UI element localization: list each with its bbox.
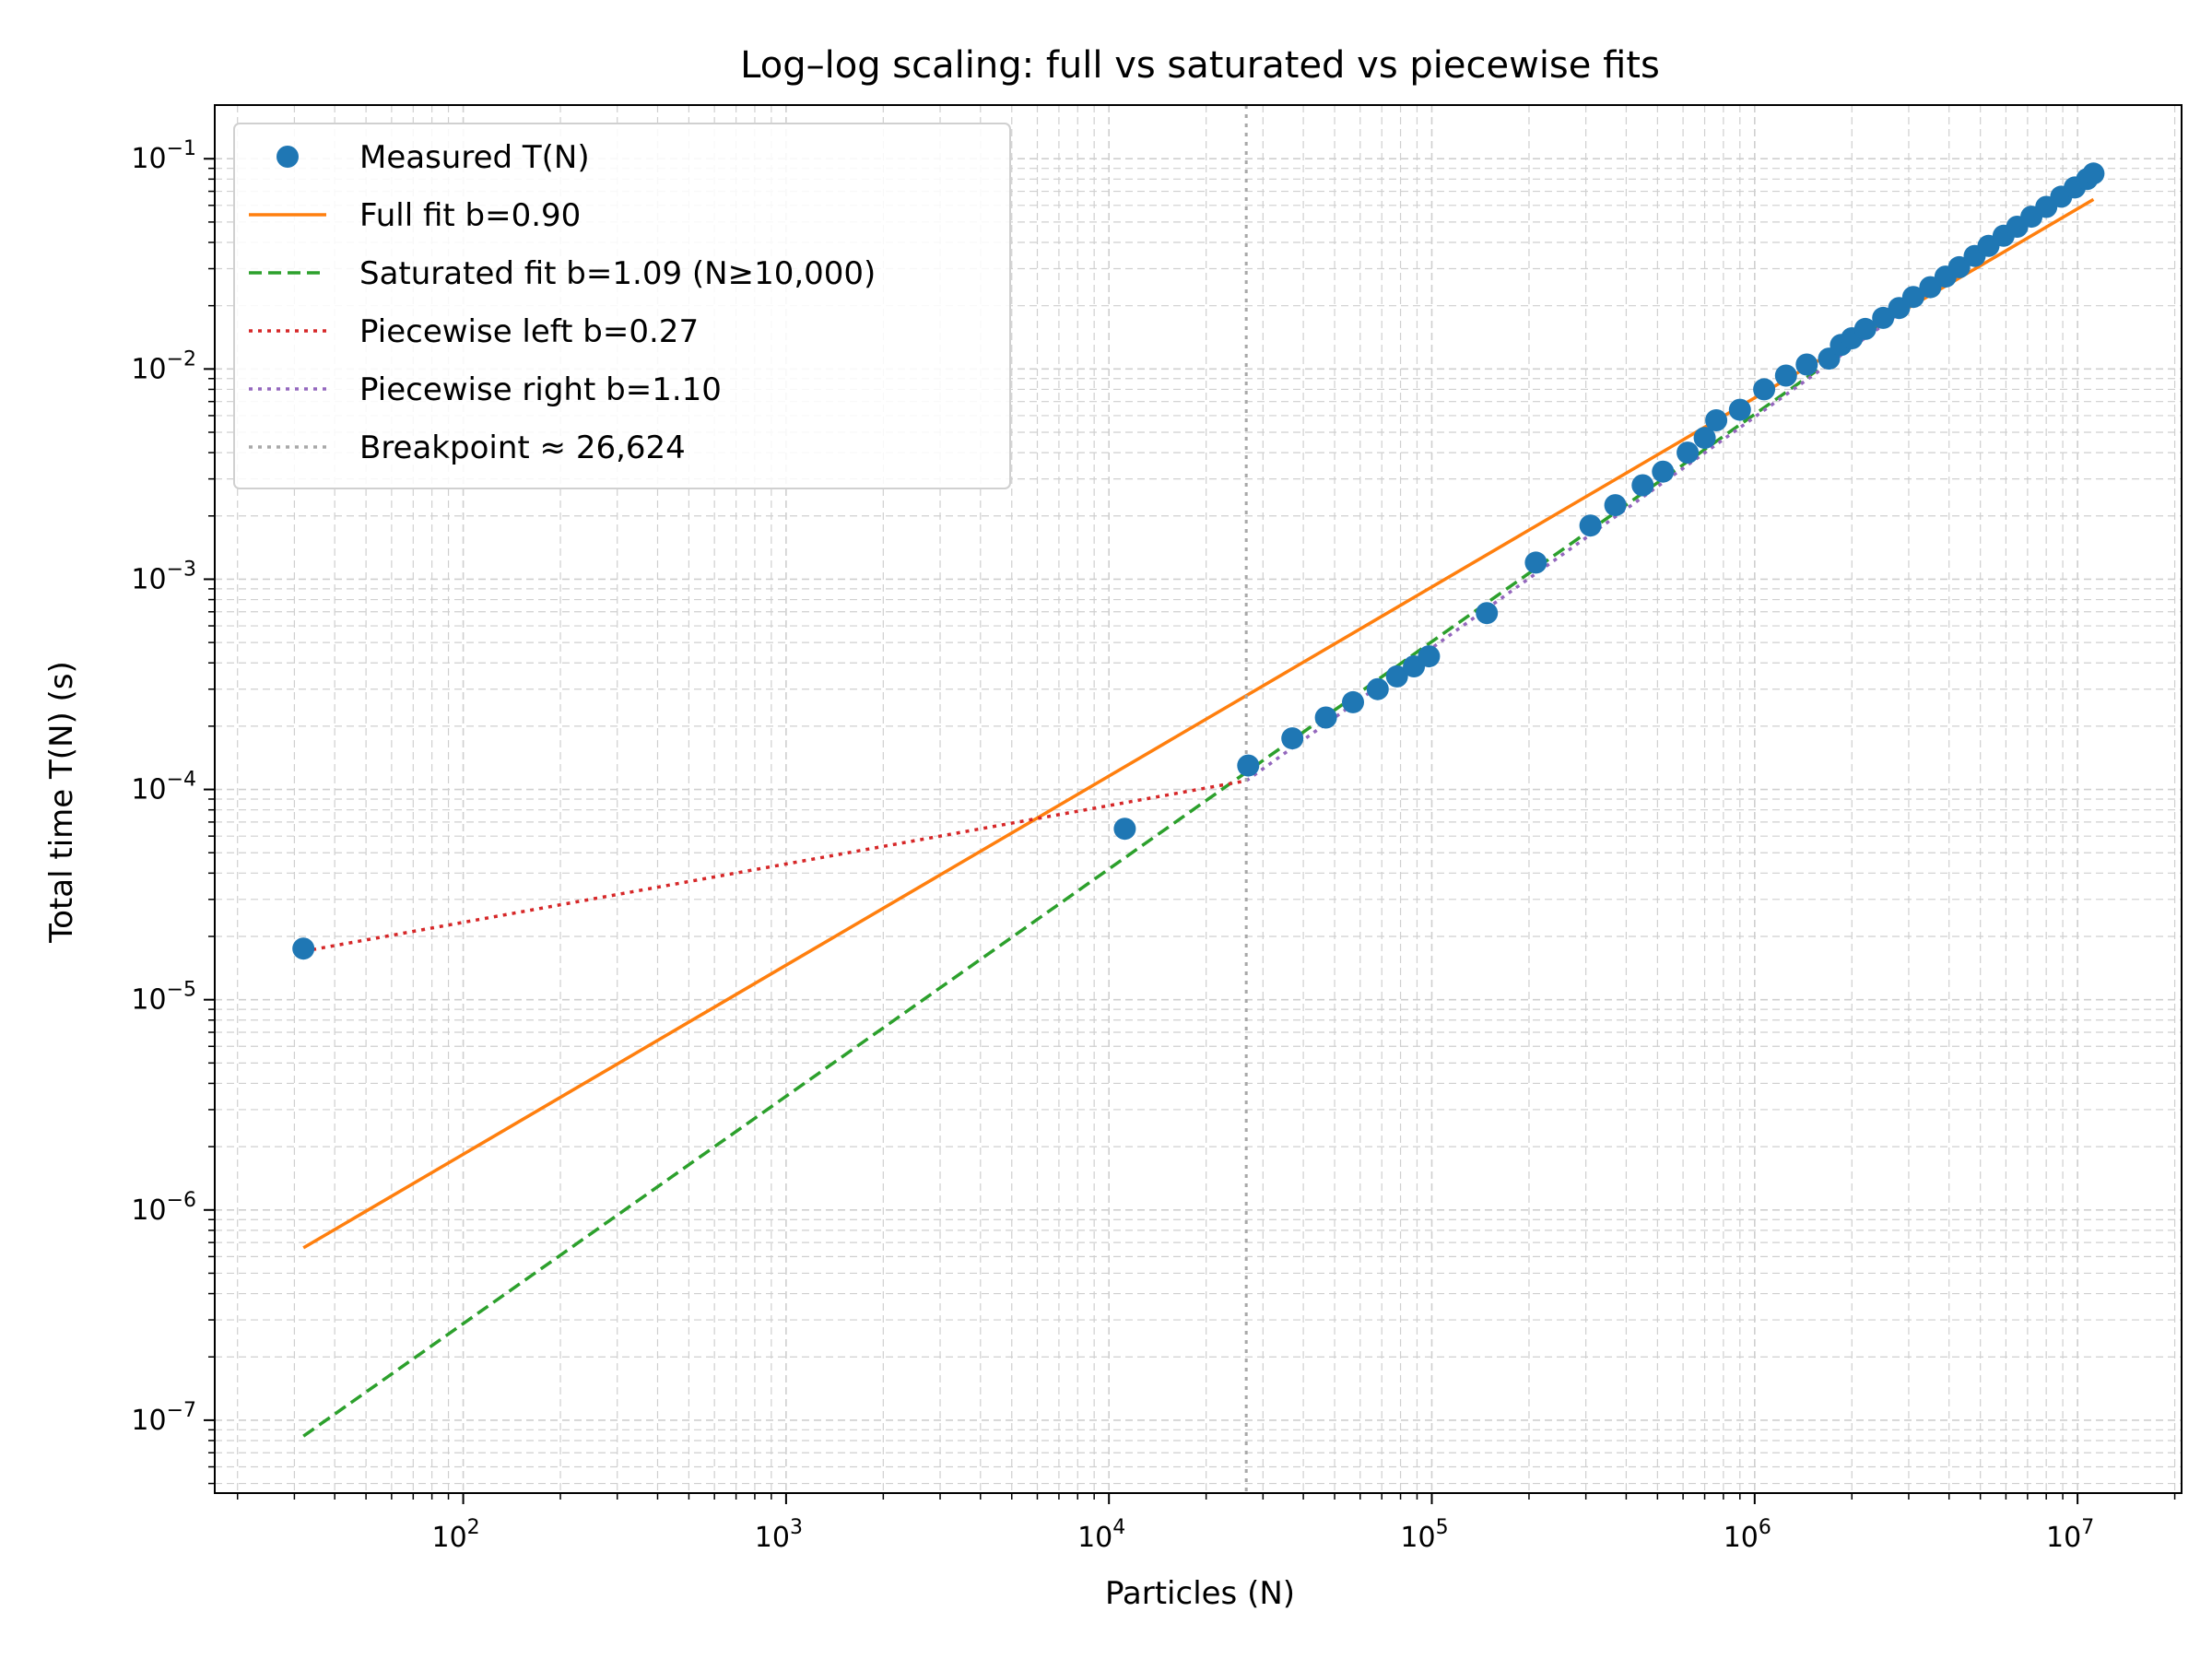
piecewise-left-b-0-27-line — [302, 779, 1247, 953]
data-point — [1901, 286, 1924, 309]
plot-series — [292, 105, 2105, 1493]
data-point — [1652, 460, 1675, 483]
legend-label: Saturated fit b=1.09 (N≥10,000) — [359, 255, 876, 292]
data-point — [1795, 353, 1818, 376]
data-point — [1314, 706, 1337, 729]
x-tick-label: 102 — [431, 1516, 479, 1554]
y-tick-label: 10−3 — [131, 558, 196, 595]
saturated-fit-b-1-09-n-10-000-line — [302, 174, 2095, 1438]
chart-title: Log–log scaling: full vs saturated vs pi… — [740, 44, 1660, 87]
y-tick-label: 10−7 — [131, 1399, 196, 1437]
x-tick-label: 104 — [1077, 1516, 1125, 1554]
data-point — [1631, 474, 1654, 497]
data-point — [1753, 378, 1776, 401]
y-tick-label: 10−6 — [131, 1189, 196, 1227]
data-point — [1853, 317, 1877, 340]
y-tick-label: 10−1 — [131, 137, 196, 175]
x-tick-label: 105 — [1400, 1516, 1448, 1554]
data-point — [1705, 409, 1728, 431]
y-tick-label: 10−2 — [131, 347, 196, 385]
data-point — [1774, 364, 1797, 387]
y-axis-title: Total time T(N) (s) — [43, 661, 80, 944]
data-point — [1366, 677, 1389, 700]
grid — [215, 105, 2182, 1493]
data-point — [1728, 398, 1751, 421]
legend-label: Piecewise left b=0.27 — [359, 313, 699, 350]
data-point — [1476, 602, 1499, 625]
data-point — [1281, 727, 1304, 750]
y-tick-label: 10−4 — [131, 769, 196, 806]
data-point — [1677, 441, 1700, 465]
x-tick-label: 103 — [755, 1516, 803, 1554]
data-point — [1418, 645, 1441, 668]
legend-label: Full fit b=0.90 — [359, 197, 581, 234]
legend-label: Piecewise right b=1.10 — [359, 371, 722, 408]
data-point — [1693, 427, 1716, 450]
legend-label: Measured T(N) — [359, 139, 590, 176]
data-point — [2082, 162, 2105, 185]
y-axis-ticks: 10−7 10−6 10−5 10−4 10−3 10−2 10−1 — [131, 137, 215, 1485]
data-point — [1342, 690, 1364, 713]
legend-label: Breakpoint ≈ 26,624 — [359, 429, 686, 466]
x-axis-ticks: 102 103 104 105 106 107 — [236, 1493, 2176, 1554]
data-point — [1385, 665, 1408, 688]
data-point — [1947, 255, 1971, 278]
data-point — [1237, 754, 1260, 777]
x-axis-title: Particles (N) — [1105, 1575, 1295, 1612]
x-tick-label: 106 — [1724, 1516, 1771, 1554]
y-tick-label: 10−5 — [131, 979, 196, 1017]
legend: Measured T(N) Full fit b=0.90 Saturated fi… — [233, 123, 1011, 489]
data-point — [1113, 818, 1136, 841]
legend-box — [233, 123, 1011, 489]
x-tick-label: 107 — [2046, 1516, 2094, 1554]
data-point — [1524, 551, 1547, 574]
data-point — [1579, 514, 1602, 537]
data-point — [1604, 494, 1627, 517]
legend-marker-measured-t-n — [276, 146, 299, 168]
data-point — [292, 937, 315, 960]
data-point — [1872, 306, 1895, 329]
